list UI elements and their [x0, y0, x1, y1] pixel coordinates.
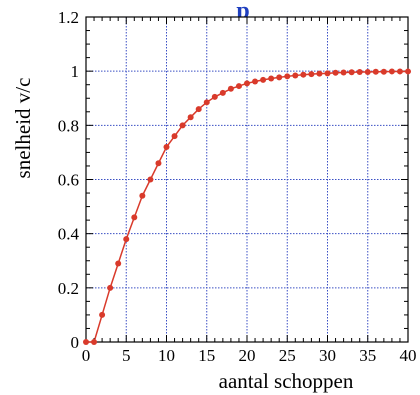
- data-point: [131, 214, 138, 221]
- x-axis-label: aantal schoppen: [219, 369, 354, 393]
- x-tick-labels: 0 5 10 15 20 25 30 35 40: [82, 346, 417, 365]
- x-tick-label: 0: [82, 346, 91, 365]
- y-tick-label: 0.4: [58, 225, 80, 244]
- x-tick-label: 15: [198, 346, 215, 365]
- y-axis-label: snelheid v/c: [11, 78, 35, 179]
- data-point: [292, 72, 299, 79]
- x-tick-label: 30: [319, 346, 336, 365]
- data-point: [308, 71, 315, 78]
- y-tick-label: 0.6: [58, 171, 79, 190]
- data-point: [219, 89, 226, 96]
- data-point: [107, 284, 114, 291]
- data-point: [284, 73, 291, 80]
- data-point: [380, 68, 387, 75]
- y-tick-label: 0.8: [58, 116, 79, 135]
- data-point: [276, 74, 283, 81]
- data-point: [260, 76, 267, 83]
- data-point: [83, 339, 89, 345]
- data-point: [324, 70, 331, 77]
- data-point: [268, 75, 275, 82]
- data-point: [203, 99, 210, 106]
- x-tick-label: 20: [239, 346, 256, 365]
- plot-frame: [85, 16, 409, 343]
- data-point: [171, 133, 178, 140]
- x-tick-label: 25: [279, 346, 296, 365]
- x-tick-label: 5: [122, 346, 131, 365]
- data-point: [244, 80, 250, 87]
- data-point: [340, 69, 347, 76]
- series-group: [83, 68, 411, 345]
- data-point: [227, 85, 234, 92]
- y-tick-label: 1.2: [58, 8, 79, 27]
- data-point: [99, 311, 106, 318]
- data-point: [405, 68, 411, 75]
- data-point: [364, 68, 371, 75]
- data-point: [155, 160, 162, 167]
- data-point: [396, 68, 403, 75]
- data-point: [372, 68, 379, 75]
- y-tick-label: 0: [71, 333, 80, 352]
- data-point: [348, 69, 355, 76]
- data-point: [123, 236, 130, 243]
- data-point: [187, 114, 194, 121]
- data-point: [332, 69, 339, 76]
- y-tick-label: 1: [71, 62, 80, 81]
- data-point: [211, 93, 218, 100]
- chart-title: p: [236, 0, 249, 24]
- data-point: [195, 106, 202, 113]
- x-tick-label: 35: [359, 346, 376, 365]
- data-point: [163, 144, 170, 150]
- x-tick-label: 40: [400, 346, 417, 365]
- data-point: [115, 260, 122, 267]
- y-tick-label: 0.2: [58, 279, 79, 298]
- data-point: [147, 176, 154, 183]
- data-point: [252, 78, 259, 85]
- data-point: [300, 71, 307, 78]
- data-point: [388, 68, 395, 75]
- x-tick-label: 10: [158, 346, 175, 365]
- data-point: [356, 68, 363, 75]
- data-point: [179, 122, 186, 129]
- data-point: [139, 192, 146, 199]
- y-tick-labels: 0 0.2 0.4 0.6 0.8 1 1.2: [58, 8, 80, 352]
- data-point: [91, 339, 98, 345]
- data-point: [235, 83, 242, 90]
- data-point: [316, 70, 323, 77]
